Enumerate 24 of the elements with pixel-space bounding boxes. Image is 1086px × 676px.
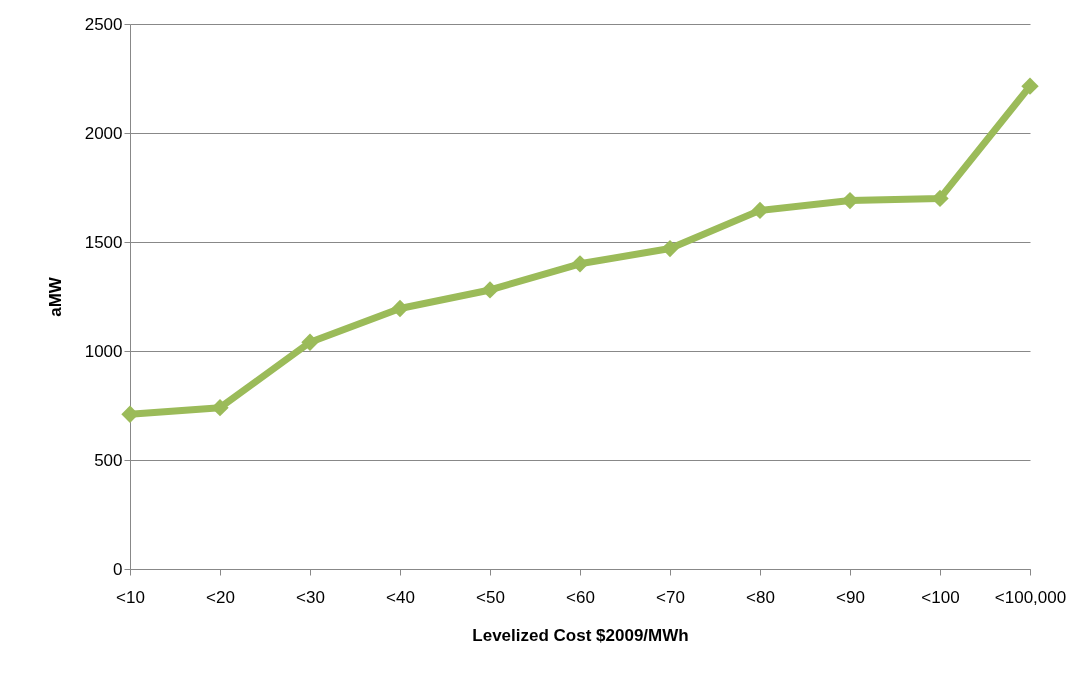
x-tick-label: <20 — [206, 587, 235, 607]
x-tick-label: <40 — [386, 587, 415, 607]
x-axis-title: Levelized Cost $2009/MWh — [472, 625, 689, 645]
y-tick-label: 500 — [94, 450, 123, 470]
x-tick-label: <90 — [836, 587, 865, 607]
y-tick-label: 0 — [113, 559, 123, 579]
x-tick-label: <100 — [921, 587, 960, 607]
x-tick-label: <80 — [746, 587, 775, 607]
x-tick-label: <100,000 — [994, 587, 1067, 607]
x-tick-label: <50 — [476, 587, 505, 607]
y-tick-label: 1000 — [84, 341, 123, 361]
point — [1021, 77, 1039, 95]
point — [571, 255, 589, 273]
point — [481, 281, 499, 299]
x-tick-label: <60 — [566, 587, 595, 607]
y-tick-label: 2500 — [84, 14, 123, 34]
y-axis-title: aMW — [45, 276, 65, 317]
x-tick-label: <30 — [296, 587, 325, 607]
y-tick-label: 1500 — [84, 232, 123, 252]
x-tick-label: <10 — [116, 587, 145, 607]
point — [301, 333, 319, 351]
x-tick-label: <70 — [656, 587, 685, 607]
point — [391, 299, 409, 318]
y-tick-label: 2000 — [84, 123, 123, 143]
